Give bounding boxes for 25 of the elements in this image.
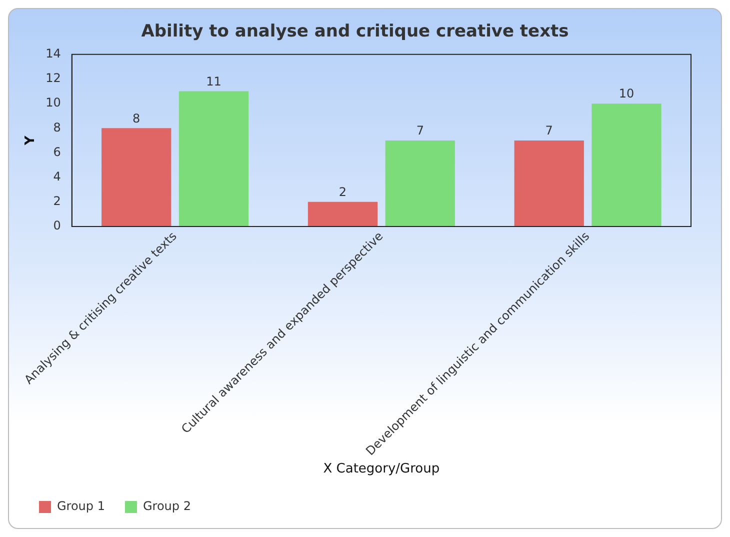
y-tick-label: 6	[53, 144, 61, 159]
data-label: 7	[545, 124, 553, 138]
data-label: 2	[338, 185, 347, 200]
data-label: 11	[206, 74, 222, 88]
data-label: 7	[416, 124, 424, 138]
y-tick-label: 14	[46, 46, 61, 61]
y-tick-label: 12	[46, 71, 61, 86]
bar	[514, 140, 584, 226]
bar	[385, 140, 455, 226]
data-label: 8	[132, 111, 140, 126]
y-tick-label: 4	[53, 169, 61, 184]
bar	[102, 128, 172, 226]
y-axis-title: Y	[23, 135, 38, 146]
legend-label: Group 1	[57, 499, 105, 514]
legend-label: Group 2	[142, 499, 191, 514]
bar	[308, 202, 378, 226]
bar	[592, 104, 662, 226]
y-tick-label: 0	[53, 218, 61, 233]
data-label: 10	[618, 86, 634, 101]
chart-title: Ability to analyse and critique creative texts	[141, 22, 569, 42]
x-axis-title: X Category/Group	[323, 462, 440, 477]
y-tick-label: 8	[53, 120, 61, 134]
bar	[178, 91, 249, 226]
y-tick-label: 2	[53, 194, 61, 208]
y-tick-label: 10	[46, 96, 61, 110]
